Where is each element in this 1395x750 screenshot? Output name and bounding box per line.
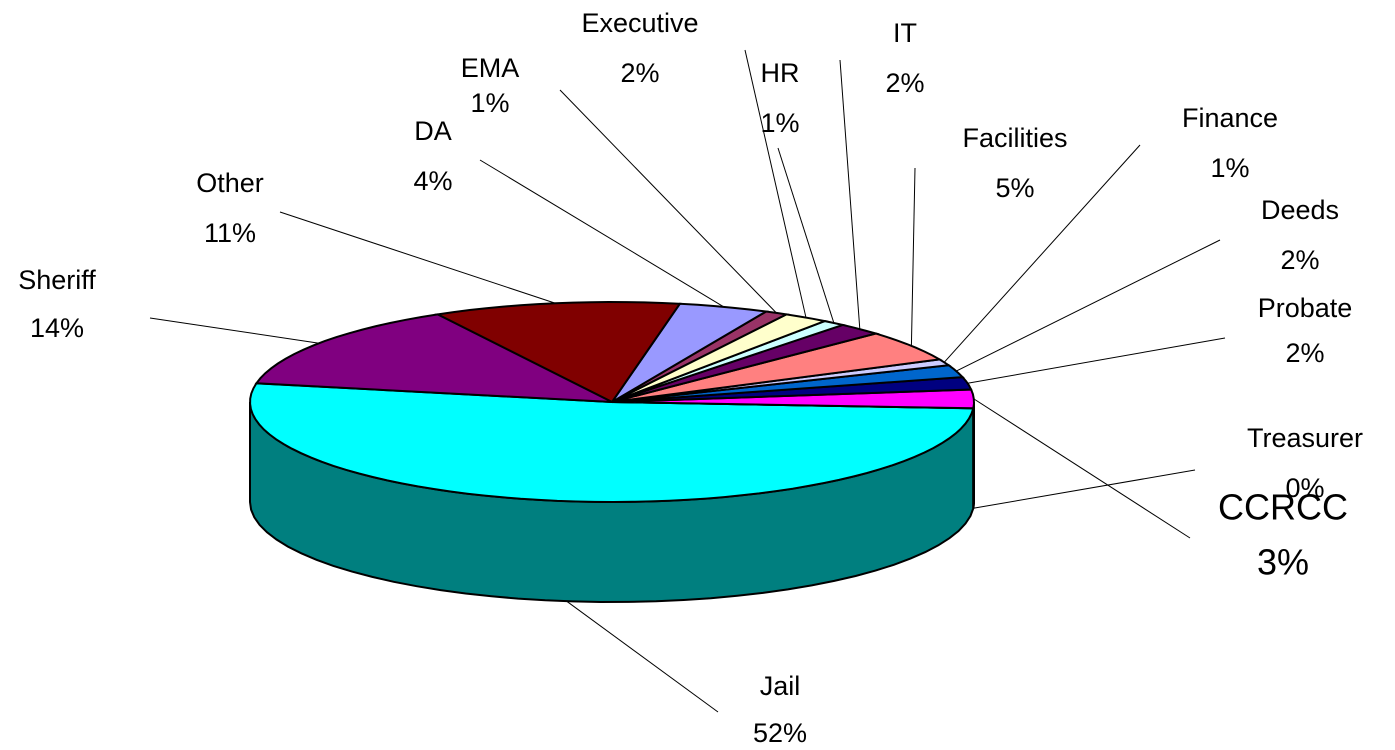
slice-side: [972, 402, 975, 509]
slice-label: CCRCC: [1218, 487, 1348, 528]
leader-line: [777, 147, 835, 324]
slice-value: 0%: [1285, 473, 1324, 503]
leader-line: [479, 159, 725, 308]
leader-line: [956, 239, 1221, 372]
slice-value: 3%: [1257, 542, 1309, 583]
leader-line: [839, 59, 861, 330]
slice-value: 1%: [470, 88, 509, 118]
leader-line: [910, 167, 916, 346]
slice-label: Deeds: [1261, 195, 1339, 225]
leader-line: [943, 144, 1141, 363]
slice: [249, 382, 975, 504]
slice-label: EMA: [461, 53, 520, 83]
slice-label: Other: [196, 168, 264, 198]
tops: [249, 300, 976, 504]
slice-value: 5%: [995, 173, 1034, 203]
slice-value: 2%: [1280, 245, 1319, 275]
slice: [254, 313, 613, 403]
slice-value: 4%: [413, 166, 452, 196]
leader-line: [967, 337, 1226, 384]
slice-label: Finance: [1182, 103, 1278, 133]
leader-line: [973, 469, 1196, 509]
slice-label: IT: [893, 18, 917, 48]
slice-value: 11%: [204, 218, 256, 248]
slice-value: 1%: [1210, 153, 1249, 183]
slice-label: HR: [761, 58, 800, 88]
slice-value: 2%: [1285, 338, 1324, 368]
leader-line: [559, 89, 777, 314]
slice-value: 2%: [885, 68, 924, 98]
slice-label: Probate: [1258, 293, 1353, 323]
slice-label: Treasurer: [1247, 423, 1363, 453]
slice: [611, 332, 943, 403]
leader-line: [973, 398, 1191, 539]
leader-line: [149, 317, 320, 344]
slice-value: 1%: [760, 108, 799, 138]
slice: [434, 300, 682, 404]
slice-value: 2%: [620, 58, 659, 88]
leader-line: [566, 600, 719, 713]
slice-label: DA: [414, 116, 452, 146]
slice-value: 52%: [753, 718, 807, 748]
slice-label: Jail: [760, 671, 801, 701]
leader-line: [744, 49, 807, 318]
slice-value: 14%: [30, 313, 84, 343]
slice-label: Executive: [581, 8, 698, 38]
slice-label: Facilities: [962, 123, 1067, 153]
leader-line: [279, 211, 556, 304]
slice-label: Sheriff: [18, 265, 96, 295]
